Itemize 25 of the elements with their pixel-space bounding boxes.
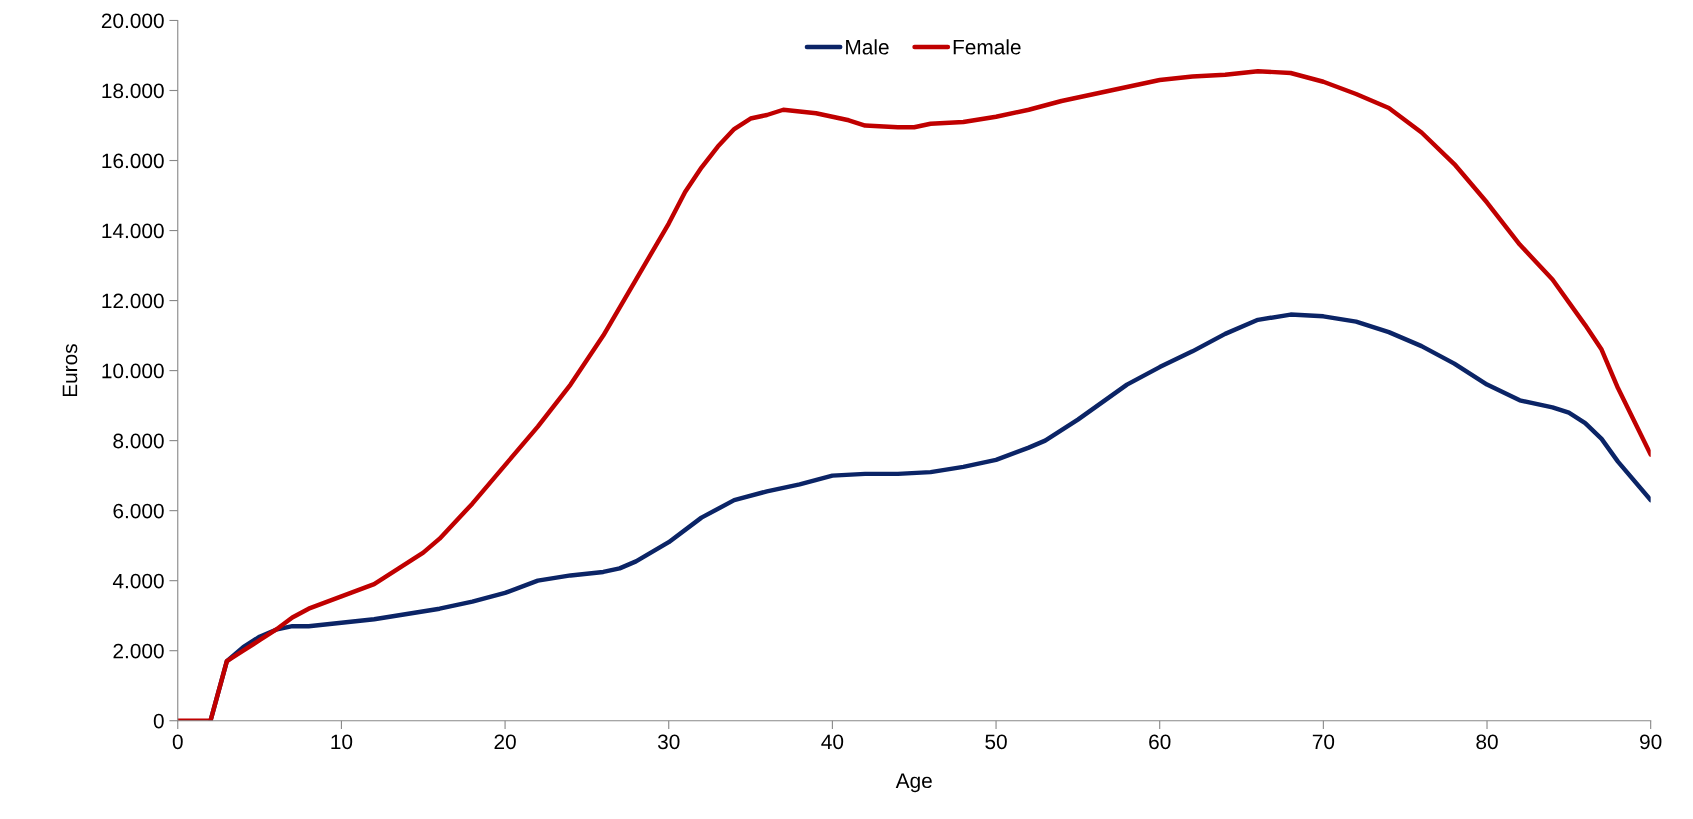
y-tick-label: 4.000 — [112, 573, 164, 589]
y-tick-label: 16.000 — [102, 153, 164, 169]
y-tick-label: 14.000 — [102, 223, 164, 239]
y-axis-title: Euros — [62, 344, 78, 397]
legend-label: Female — [953, 39, 1021, 55]
x-tick-label: 0 — [172, 734, 183, 750]
x-tick-label: 90 — [1640, 734, 1662, 750]
y-tick-label: 2.000 — [113, 643, 164, 659]
y-tick-label: 10.000 — [102, 363, 164, 379]
y-tick-label: 0 — [153, 713, 164, 729]
x-tick-label: 60 — [1149, 734, 1171, 750]
x-axis-title: Age — [895, 773, 932, 793]
x-tick-label: 30 — [657, 734, 680, 750]
x-tick-label: 20 — [494, 734, 516, 750]
x-tick-label: 10 — [331, 734, 353, 750]
x-tick-label: 40 — [821, 734, 844, 750]
y-tick-label: 20.000 — [101, 13, 164, 29]
x-tick-label: 80 — [1476, 734, 1498, 750]
x-tick-label: 70 — [1312, 734, 1335, 750]
y-tick-label: 12.000 — [102, 293, 164, 309]
y-tick-label: 8.000 — [113, 433, 164, 449]
x-tick-label: 50 — [985, 734, 1007, 750]
legend-label: Male — [846, 39, 889, 55]
y-tick-label: 18.000 — [102, 83, 164, 99]
y-tick-label: 6.000 — [113, 503, 164, 519]
